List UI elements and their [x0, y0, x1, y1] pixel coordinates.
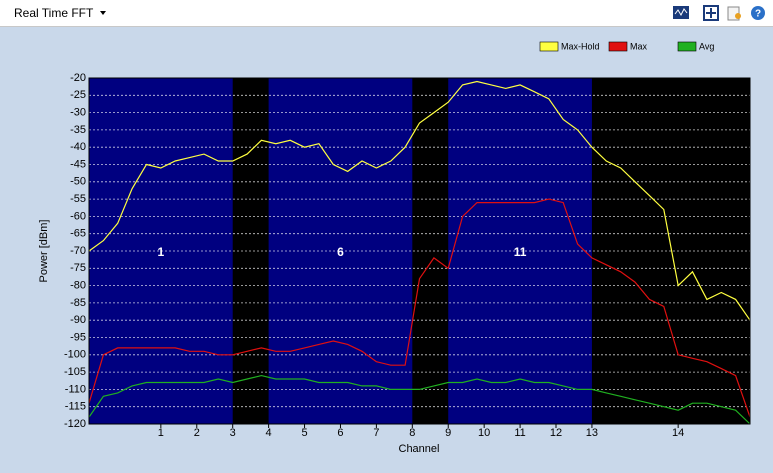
- x-tick-label: 10: [478, 427, 490, 439]
- x-tick-label: 14: [672, 427, 684, 439]
- y-tick-label: -55: [70, 193, 86, 205]
- y-tick-label: -35: [70, 124, 86, 136]
- x-tick-label: 12: [550, 427, 562, 439]
- channel-band: [448, 78, 592, 424]
- y-tick-label: -120: [64, 418, 86, 430]
- x-tick-label: 1: [158, 427, 164, 439]
- legend-swatch: [539, 41, 559, 52]
- svg-text:?: ?: [755, 9, 761, 20]
- legend-swatch: [677, 41, 697, 52]
- y-tick-label: -110: [65, 383, 86, 395]
- toolbar-icons: ?: [673, 5, 765, 21]
- x-tick-label: 3: [230, 427, 236, 439]
- view-selector[interactable]: Real Time FFT: [14, 6, 94, 20]
- band-label: 6: [337, 245, 344, 259]
- series-line: [88, 374, 751, 425]
- legend-label: Max: [630, 41, 648, 51]
- dropdown-arrow[interactable]: [99, 10, 107, 16]
- toolbar: Real Time FFT ?: [0, 0, 773, 27]
- y-axis-label: Power [dBm]: [38, 220, 50, 283]
- y-tick-label: -20: [70, 72, 86, 84]
- y-tick-label: -80: [70, 280, 86, 292]
- band-label: 11: [514, 245, 527, 259]
- y-tick-label: -105: [64, 366, 86, 378]
- y-tick-label: -100: [64, 349, 86, 361]
- legend-label: Avg: [699, 41, 714, 51]
- y-tick-label: -75: [70, 262, 86, 274]
- x-tick-label: 2: [194, 427, 200, 439]
- x-tick-label: 13: [586, 427, 598, 439]
- x-axis-label: Channel: [399, 443, 440, 455]
- series-line: [88, 198, 751, 418]
- y-tick-label: -70: [70, 245, 86, 257]
- y-tick-label: -40: [70, 141, 86, 153]
- fft-icon[interactable]: [673, 6, 689, 19]
- x-tick-label: 4: [266, 427, 272, 439]
- y-tick-label: -45: [70, 158, 86, 170]
- y-tick-label: -60: [70, 210, 86, 222]
- x-tick-label: 11: [514, 427, 525, 439]
- channel-band: [268, 78, 413, 424]
- x-tick-label: 7: [373, 427, 379, 439]
- y-tick-label: -50: [70, 176, 86, 188]
- y-tick-label: -115: [65, 401, 86, 413]
- chart: Power [dBm] Channel 1 6 11 -20 -25 -30 -35 -40 -…: [0, 27, 773, 473]
- band-label: 1: [158, 245, 165, 259]
- series-line: [88, 80, 751, 321]
- x-tick-label: 6: [337, 427, 343, 439]
- x-tick-label: 9: [445, 427, 451, 439]
- help-icon[interactable]: [751, 6, 765, 20]
- y-tick-label: -30: [70, 107, 86, 119]
- plot-border: [88, 77, 751, 425]
- x-tick-label: 8: [409, 427, 415, 439]
- channel-band: [89, 78, 233, 424]
- y-tick-label: -85: [70, 297, 86, 309]
- y-tick-label: -65: [70, 228, 86, 240]
- legend-label: Max-Hold: [561, 41, 600, 51]
- y-tick-label: -90: [70, 314, 86, 326]
- y-tick-label: -25: [70, 89, 86, 101]
- y-tick-label: -95: [70, 331, 86, 343]
- x-tick-label: 5: [301, 427, 307, 439]
- legend-swatch: [608, 41, 628, 52]
